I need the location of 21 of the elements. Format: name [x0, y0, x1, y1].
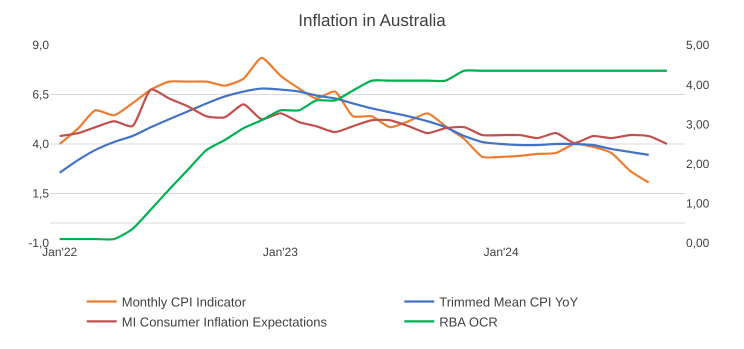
line-series [58, 56, 650, 184]
x-tick-label: Jan'24 [484, 245, 519, 259]
legend-label: Trimmed Mean CPI YoY [439, 294, 579, 310]
y-tick-label: 9,0 [32, 38, 50, 52]
line-series [58, 88, 668, 146]
y2-tick-label: 0,00 [686, 236, 710, 250]
y2-tick-label: 2,00 [686, 157, 710, 171]
line-series [58, 87, 650, 174]
legend-label: MI Consumer Inflation Expectations [122, 314, 328, 330]
y-tick-label: 1,5 [32, 186, 50, 201]
line-series [58, 69, 668, 241]
y2-tick-label: 3,00 [686, 117, 710, 132]
y-tick-label: 4,0 [32, 137, 50, 152]
y2-tick-label: 5,00 [686, 38, 710, 52]
y2-tick-label: 1,00 [686, 196, 710, 211]
y2-tick-label: 4,00 [686, 78, 710, 92]
legend-label: Monthly CPI Indicator [122, 294, 247, 310]
legend-label: RBA OCR [439, 314, 498, 330]
y-tick-label: 6,5 [32, 88, 50, 102]
chart-title: Inflation in Australia [298, 10, 446, 30]
x-tick-label: Jan'23 [262, 245, 298, 259]
